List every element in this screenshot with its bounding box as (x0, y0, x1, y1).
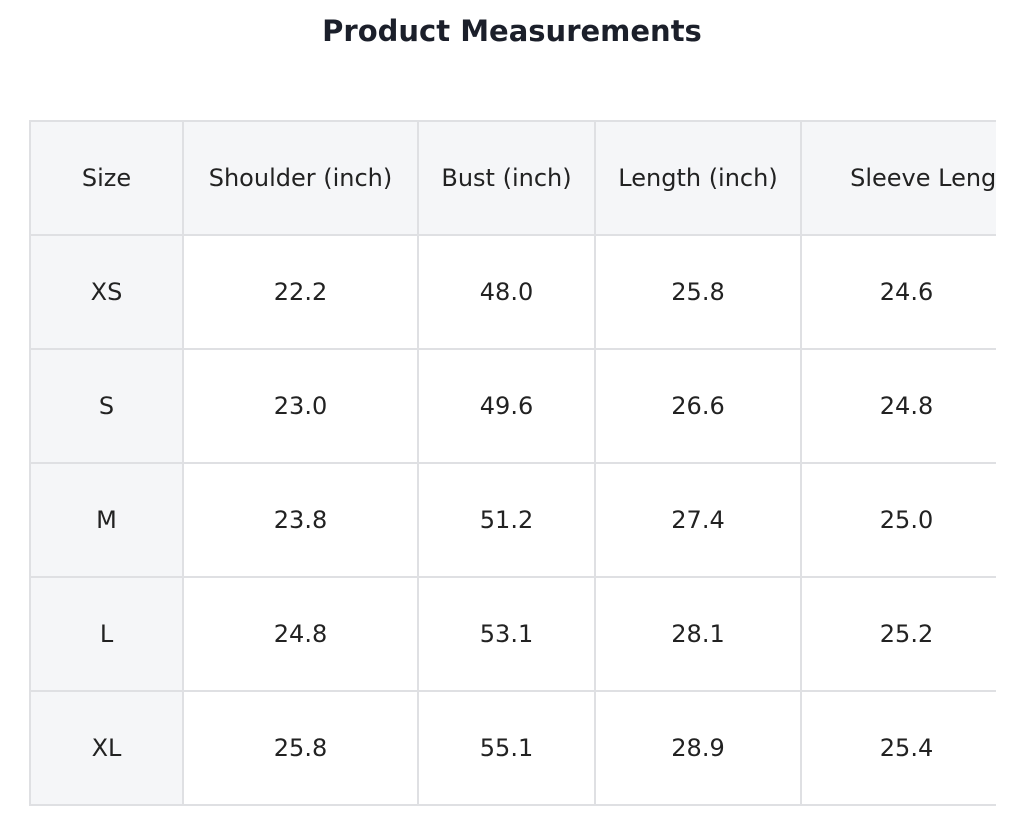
measurement-cell: 49.6 (417, 348, 596, 464)
measurement-cell: 51.2 (417, 462, 596, 578)
table-row: XS 22.2 48.0 25.8 24.6 (29, 234, 996, 350)
column-header: Length (inch) (594, 120, 802, 236)
column-header: Sleeve Length (800, 120, 996, 236)
table-row: M 23.8 51.2 27.4 25.0 (29, 462, 996, 578)
measurement-cell: 24.6 (800, 234, 996, 350)
column-header: Shoulder (inch) (182, 120, 419, 236)
measurement-cell: 48.0 (417, 234, 596, 350)
table-container: Size Shoulder (inch) Bust (inch) Length (in… (29, 120, 996, 820)
header-row: Size Shoulder (inch) Bust (inch) Length (in… (29, 120, 996, 236)
measurement-cell: 55.1 (417, 690, 596, 806)
measurement-cell: 22.2 (182, 234, 419, 350)
measurement-cell: 24.8 (182, 576, 419, 692)
measurement-cell: 25.2 (800, 576, 996, 692)
measurement-cell: 25.8 (594, 234, 802, 350)
measurement-cell: 28.9 (594, 690, 802, 806)
size-cell: M (29, 462, 184, 578)
title: Product Measurements (322, 14, 702, 48)
table-row: XL 25.8 55.1 28.9 25.4 (29, 690, 996, 806)
measurement-cell: 27.4 (594, 462, 802, 578)
measurement-cell: 28.1 (594, 576, 802, 692)
measurement-cell: 53.1 (417, 576, 596, 692)
measurement-cell: 25.4 (800, 690, 996, 806)
size-cell: XS (29, 234, 184, 350)
size-cell: S (29, 348, 184, 464)
measurement-cell: 25.0 (800, 462, 996, 578)
measurement-cell: 24.8 (800, 348, 996, 464)
column-header: Size (29, 120, 184, 236)
measurement-cell: 25.8 (182, 690, 419, 806)
measurement-cell: 23.0 (182, 348, 419, 464)
measurement-cell: 23.8 (182, 462, 419, 578)
size-cell: L (29, 576, 184, 692)
measurement-table: Size Shoulder (inch) Bust (inch) Length (in… (29, 120, 996, 806)
size-cell: XL (29, 690, 184, 806)
column-header: Bust (inch) (417, 120, 596, 236)
measurement-cell: 26.6 (594, 348, 802, 464)
table-row: L 24.8 53.1 28.1 25.2 (29, 576, 996, 692)
table-row: S 23.0 49.6 26.6 24.8 (29, 348, 996, 464)
